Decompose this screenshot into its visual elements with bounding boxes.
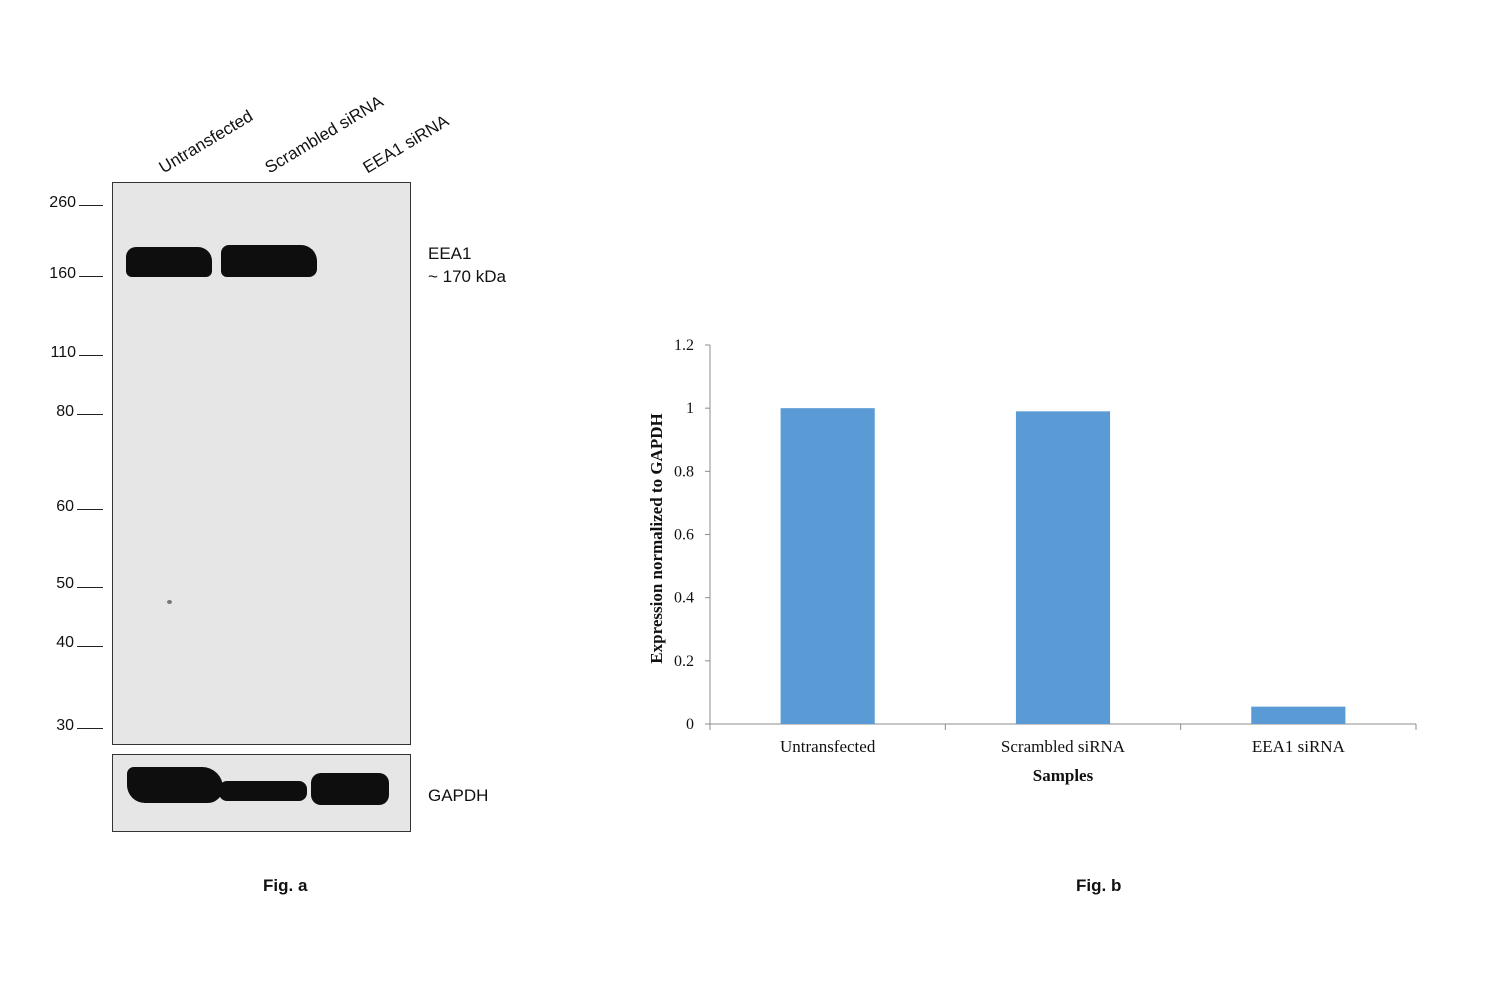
bar-scrambled-sirna: [1015, 411, 1111, 724]
gapdh-blot-panel: [112, 754, 411, 832]
mw-marker-60: 60: [56, 498, 74, 515]
mw-tick-160: [79, 276, 103, 277]
mw-tick-30: [77, 728, 103, 729]
y-tick-label: 0.6: [674, 527, 694, 544]
mw-tick-60: [77, 509, 103, 510]
gapdh-band-scrambled-sirna: [219, 781, 307, 801]
mw-tick-110: [79, 355, 103, 356]
gapdh-label: GAPDH: [428, 786, 489, 805]
x-tick-label: Scrambled siRNA: [1001, 737, 1126, 756]
y-tick-label: 0.8: [674, 463, 694, 480]
mw-marker-110: 110: [50, 344, 76, 361]
y-tick-label: 1.2: [674, 337, 694, 354]
mw-tick-50: [77, 587, 103, 588]
mw-tick-40: [77, 646, 103, 647]
eea1-band-scrambled-sirna: [221, 245, 317, 277]
mw-marker-50: 50: [56, 575, 74, 592]
y-axis-title: Expression normalized to GAPDH: [647, 413, 666, 663]
x-axis-title: Samples: [1033, 766, 1094, 785]
y-tick-label: 0.2: [674, 653, 694, 670]
fig-b-caption: Fig. b: [1076, 876, 1122, 895]
mw-marker-40: 40: [56, 634, 74, 651]
bar-eea1-sirna: [1251, 706, 1346, 724]
eea1-label: EEA1 ~ 170 kDa: [428, 242, 506, 288]
fig-a-caption: Fig. a: [263, 876, 308, 895]
eea1-band-untransfected: [126, 247, 212, 277]
mw-marker-30: 30: [56, 717, 74, 734]
y-tick-label: 0: [686, 716, 694, 733]
mw-marker-160: 160: [49, 265, 76, 282]
y-tick-label: 1: [686, 400, 694, 417]
mw-marker-260: 260: [49, 194, 76, 211]
mw-marker-80: 80: [56, 403, 74, 420]
eea1-blot-panel: [112, 182, 411, 745]
gapdh-band-eea1-sirna: [311, 773, 389, 805]
mw-tick-260: [79, 205, 103, 206]
gapdh-band-untransfected: [127, 767, 223, 803]
eea1-molecular-weight: ~ 170 kDa: [428, 267, 506, 286]
eea1-protein-name: EEA1: [428, 244, 472, 263]
blot-speck: [167, 600, 172, 604]
bar-untransfected: [780, 408, 875, 724]
x-tick-label: Untransfected: [780, 737, 876, 756]
x-tick-label: EEA1 siRNA: [1252, 737, 1346, 756]
mw-tick-80: [77, 414, 103, 415]
y-tick-label: 0.4: [674, 590, 694, 607]
